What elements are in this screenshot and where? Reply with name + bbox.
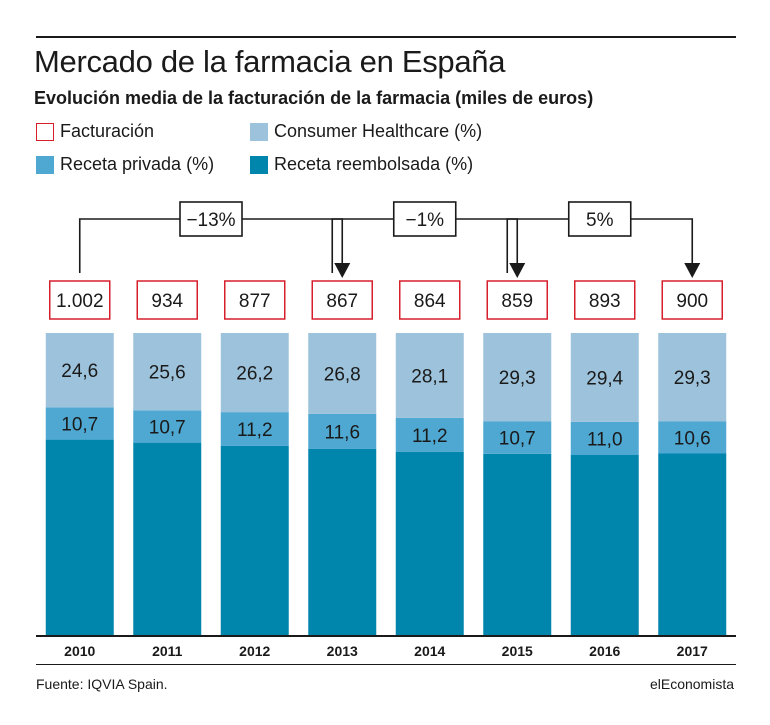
facturacion-value-2015: 859 — [501, 291, 533, 312]
facturacion-value-2010: 1.002 — [56, 291, 104, 312]
bar-2015-series-1 — [483, 421, 552, 454]
change-label-2: 5% — [586, 210, 614, 231]
bar-2017-series-2 — [658, 333, 727, 422]
legend-label-consumer-healthcare: Consumer Healthcare (%) — [274, 121, 483, 141]
change-box-1 — [392, 201, 457, 237]
bar-2012-series-2 — [220, 333, 289, 413]
facturacion-box-2013 — [311, 280, 373, 320]
x-tick-label-2015: 2015 — [502, 643, 533, 659]
source-note: Fuente: IQVIA Spain. — [36, 676, 168, 692]
facturacion-box-2015 — [486, 280, 548, 320]
bar-label-2010-series-2: 24,6 — [61, 361, 98, 382]
chart-title: Mercado de la farmacia en España — [34, 44, 506, 79]
bar-2012-series-0 — [220, 445, 289, 635]
facturacion-value-2017: 900 — [676, 291, 708, 312]
brand-label: elEconomista — [649, 676, 734, 692]
bar-label-2014-series-1: 11,2 — [412, 426, 448, 447]
bar-2010-series-1 — [45, 407, 114, 440]
bar-2014-series-1 — [395, 417, 464, 452]
bar-label-2017-series-2: 29,3 — [674, 368, 711, 389]
x-tick-label-2012: 2012 — [239, 643, 270, 659]
facturacion-value-2016: 893 — [589, 291, 621, 312]
bar-label-2011-series-1: 10,7 — [149, 417, 186, 438]
bar-2015-series-0 — [483, 453, 552, 635]
bar-label-2011-series-2: 25,6 — [149, 363, 186, 384]
bar-2015-series-2 — [483, 333, 552, 422]
bar-2013-series-0 — [308, 448, 377, 635]
x-tick-label-2016: 2016 — [589, 643, 620, 659]
facturacion-value-2012: 877 — [239, 291, 271, 312]
facturacion-value-2014: 864 — [414, 291, 446, 312]
change-arrow-head-0 — [334, 263, 351, 278]
change-arrow-head-2 — [684, 263, 701, 278]
chart-subtitle: Evolución media de la facturación de la … — [34, 88, 594, 108]
bar-label-2013-series-2: 26,8 — [324, 364, 361, 385]
legend-label-receta-reembolsada: Receta reembolsada (%) — [274, 154, 474, 174]
legend-swatch-receta-privada — [36, 155, 54, 174]
change-bracket-left-1 — [331, 218, 394, 273]
change-box-2 — [567, 201, 632, 237]
legend-swatch-receta-reembolsada — [250, 155, 268, 174]
bar-label-2010-series-1: 10,7 — [61, 414, 98, 435]
bar-2010-series-0 — [45, 439, 114, 635]
change-label-0: −13% — [186, 210, 235, 231]
bar-label-2012-series-2: 26,2 — [236, 364, 273, 385]
bar-2017-series-0 — [658, 453, 727, 635]
bar-label-2015-series-2: 29,3 — [499, 368, 536, 389]
bar-2013-series-1 — [308, 413, 377, 449]
bar-label-2013-series-1: 11,6 — [324, 422, 360, 443]
bar-2017-series-1 — [658, 421, 727, 454]
bar-2011-series-1 — [133, 410, 202, 443]
bar-2014-series-0 — [395, 451, 464, 635]
x-tick-label-2013: 2013 — [327, 643, 358, 659]
legend-swatch-consumer-healthcare — [250, 122, 268, 141]
facturacion-value-2013: 867 — [326, 291, 358, 312]
facturacion-value-2011: 934 — [151, 291, 183, 312]
bar-2011-series-0 — [133, 442, 202, 635]
bar-2012-series-1 — [220, 412, 289, 446]
bar-label-2016-series-1: 11,0 — [587, 429, 623, 450]
legend-swatch-facturacion — [36, 122, 54, 141]
legend-label-receta-privada: Receta privada (%) — [60, 154, 215, 174]
legend-item-facturacion: Facturación — [36, 121, 154, 142]
change-box-0 — [179, 201, 243, 237]
change-bracket-right-2 — [630, 218, 694, 265]
bar-label-2017-series-1: 10,6 — [674, 428, 711, 449]
bar-label-2014-series-2: 28,1 — [411, 366, 448, 387]
change-arrow-head-1 — [509, 263, 526, 278]
bar-label-2015-series-1: 10,7 — [499, 429, 536, 450]
legend-item-receta-privada: Receta privada (%) — [36, 154, 214, 175]
bar-2016-series-2 — [570, 333, 639, 422]
bar-label-2012-series-1: 11,2 — [237, 420, 273, 441]
x-tick-label-2014: 2014 — [414, 643, 445, 659]
x-tick-label-2010: 2010 — [64, 643, 95, 659]
facturacion-box-2010 — [49, 280, 111, 320]
legend-item-receta-reembolsada: Receta reembolsada (%) — [250, 154, 473, 175]
bottom-rule — [36, 664, 736, 665]
change-label-1: −1% — [405, 210, 444, 231]
top-rule — [36, 36, 736, 38]
x-tick-label-2017: 2017 — [677, 643, 708, 659]
facturacion-box-2011 — [136, 280, 198, 320]
change-bracket-left-0 — [78, 218, 180, 273]
facturacion-box-2017 — [661, 280, 723, 320]
change-bracket-left-2 — [506, 218, 569, 273]
x-tick-label-2011: 2011 — [152, 643, 183, 659]
bar-2014-series-2 — [395, 333, 464, 418]
bar-2016-series-0 — [570, 455, 639, 635]
bar-2011-series-2 — [133, 333, 202, 411]
bar-2016-series-1 — [570, 421, 639, 456]
change-bracket-right-0 — [242, 218, 344, 265]
bar-2010-series-2 — [45, 333, 114, 408]
bar-label-2016-series-2: 29,4 — [586, 368, 623, 389]
facturacion-box-2014 — [399, 280, 461, 320]
facturacion-box-2016 — [574, 280, 636, 320]
facturacion-box-2012 — [224, 280, 286, 320]
legend-label-facturacion: Facturación — [60, 121, 155, 141]
legend-item-consumer-healthcare: Consumer Healthcare (%) — [250, 121, 482, 142]
bar-2013-series-2 — [308, 333, 377, 414]
